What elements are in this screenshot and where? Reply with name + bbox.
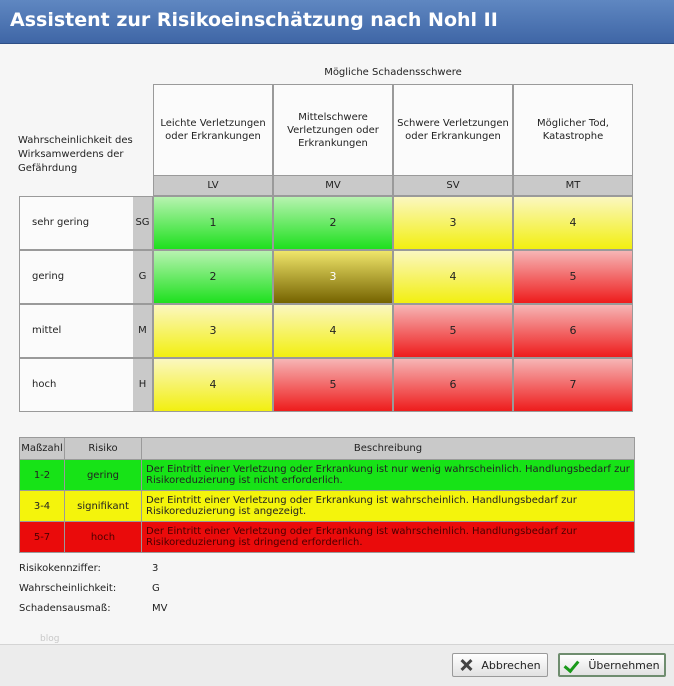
result-risk-row: Risikokennziffer: 3: [19, 563, 158, 574]
risk-cell[interactable]: 1: [153, 196, 273, 250]
result-risk-value: 3: [152, 563, 159, 574]
severity-header-lv: Leichte Verletzungen oder Erkrankungen: [153, 84, 273, 176]
risk-cell[interactable]: 4: [393, 250, 513, 304]
risk-cell[interactable]: 7: [513, 358, 633, 412]
cancel-button[interactable]: Abbrechen: [452, 653, 548, 677]
result-severity-row: Schadensausmaß: MV: [19, 603, 167, 614]
legend-range: 5-7: [19, 521, 65, 553]
legend-header-score: Maßzahl: [19, 437, 65, 460]
risk-cell[interactable]: 2: [153, 250, 273, 304]
legend-header-risk: Risiko: [64, 437, 142, 460]
risk-cell[interactable]: 5: [513, 250, 633, 304]
risk-cell[interactable]: 6: [393, 358, 513, 412]
cancel-button-label: Abbrechen: [481, 658, 541, 672]
probability-row-code: H: [133, 358, 153, 412]
severity-code-mv: MV: [273, 176, 393, 196]
probability-row-code: G: [133, 250, 153, 304]
probability-row-label: sehr gering: [19, 196, 133, 250]
legend-description: Der Eintritt einer Verletzung oder Erkra…: [141, 490, 635, 522]
legend-header-row: Maßzahl Risiko Beschreibung: [19, 437, 635, 460]
result-risk-label: Risikokennziffer:: [19, 563, 101, 574]
severity-code-mt: MT: [513, 176, 633, 196]
risk-cell[interactable]: 3: [153, 304, 273, 358]
apply-button-label: Übernehmen: [588, 658, 660, 672]
risk-cell[interactable]: 5: [273, 358, 393, 412]
risk-cell[interactable]: 2: [273, 196, 393, 250]
result-probability-row: Wahrscheinlichkeit: G: [19, 583, 160, 594]
legend-range: 3-4: [19, 490, 65, 522]
risk-cell-selected[interactable]: 3: [273, 250, 393, 304]
severity-code-lv: LV: [153, 176, 273, 196]
risk-cell[interactable]: 4: [513, 196, 633, 250]
legend-description: Der Eintritt einer Verletzung oder Erkra…: [141, 459, 635, 491]
severity-caption: Mögliche Schadensschwere: [324, 67, 462, 78]
severity-code-sv: SV: [393, 176, 513, 196]
close-icon: [459, 658, 473, 672]
result-severity-value: MV: [152, 603, 168, 614]
legend-row: 5-7 hoch Der Eintritt einer Verletzung o…: [19, 521, 635, 553]
apply-button[interactable]: Übernehmen: [558, 653, 666, 677]
legend-row: 3-4 signifikant Der Eintritt einer Verle…: [19, 490, 635, 522]
probability-row-code: SG: [133, 196, 153, 250]
risk-legend-table: Maßzahl Risiko Beschreibung 1-2 gering D…: [19, 437, 635, 553]
legend-range: 1-2: [19, 459, 65, 491]
legend-risk: gering: [64, 459, 142, 491]
severity-header-sv: Schwere Verletzungen oder Erkrankungen: [393, 84, 513, 176]
legend-risk: hoch: [64, 521, 142, 553]
result-probability-value: G: [152, 583, 160, 594]
window-title: Assistent zur Risikoeinschätzung nach No…: [10, 9, 498, 31]
risk-cell[interactable]: 5: [393, 304, 513, 358]
watermark: blog: [40, 634, 60, 644]
risk-cell[interactable]: 6: [513, 304, 633, 358]
probability-row-label: mittel: [19, 304, 133, 358]
probability-row-label: hoch: [19, 358, 133, 412]
severity-header-mt: Möglicher Tod, Katastrophe: [513, 84, 633, 176]
risk-cell[interactable]: 4: [153, 358, 273, 412]
legend-header-description: Beschreibung: [141, 437, 635, 460]
probability-caption: Wahrscheinlichkeit des Wirksamwerdens de…: [18, 135, 133, 174]
legend-risk: signifikant: [64, 490, 142, 522]
severity-header-mv: Mittelschwere Verletzungen oder Erkranku…: [273, 84, 393, 176]
risk-cell[interactable]: 4: [273, 304, 393, 358]
risk-cell[interactable]: 3: [393, 196, 513, 250]
probability-row-label: gering: [19, 250, 133, 304]
legend-description: Der Eintritt einer Verletzung oder Erkra…: [141, 521, 635, 553]
title-bar: Assistent zur Risikoeinschätzung nach No…: [0, 0, 674, 44]
checkmark-icon: [564, 658, 580, 672]
legend-row: 1-2 gering Der Eintritt einer Verletzung…: [19, 459, 635, 491]
result-probability-label: Wahrscheinlichkeit:: [19, 583, 117, 594]
result-severity-label: Schadensausmaß:: [19, 603, 111, 614]
probability-row-code: M: [133, 304, 153, 358]
